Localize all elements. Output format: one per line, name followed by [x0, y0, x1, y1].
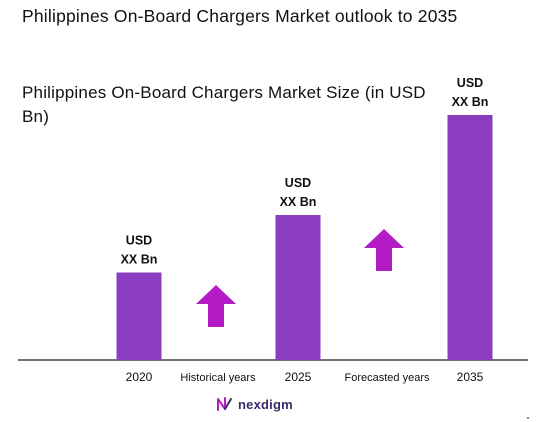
growth-arrow-icon-1	[196, 285, 236, 327]
bar-2020	[116, 272, 162, 360]
chart-title: Philippines On-Board Chargers Market out…	[22, 6, 458, 26]
x-tick-label-2020: 2020	[126, 370, 153, 384]
bar-value-label-2020-line1: USD	[126, 234, 152, 248]
growth-arrow-icon-2	[364, 229, 404, 271]
bar-value-label-2035-line2: XX Bn	[452, 95, 489, 109]
brand-logo: nexdigm	[216, 394, 293, 414]
bar-value-label-2020-line2: XX Bn	[121, 253, 158, 267]
chart-subtitle: Philippines On-Board Chargers Market Siz…	[22, 83, 426, 126]
x-tick-label-2025: 2025	[285, 370, 312, 384]
x-tick-label-2035: 2035	[457, 370, 484, 384]
bar-value-label-2025-line1: USD	[285, 176, 311, 190]
brand-name: nexdigm	[238, 396, 293, 412]
bar-value-label-2035-line1: USD	[457, 76, 483, 90]
bar-value-label-2025-line2: XX Bn	[280, 195, 317, 209]
corner-dot	[527, 417, 529, 419]
nexdigm-logo-icon	[217, 397, 232, 411]
bar-2025	[275, 215, 321, 360]
period-annotation-2: Forecasted years	[345, 372, 430, 384]
bar-2035	[447, 115, 493, 360]
period-annotation-1: Historical years	[180, 372, 256, 384]
